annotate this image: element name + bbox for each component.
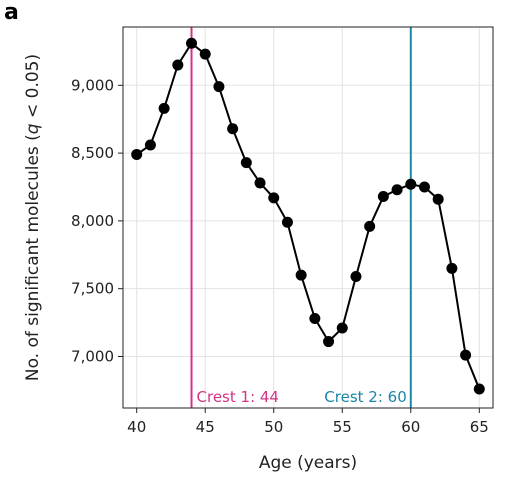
y-label-italic: q	[23, 123, 43, 134]
data-point	[446, 262, 458, 274]
x-tick-label: 50	[264, 418, 283, 436]
data-point	[377, 190, 389, 202]
y-label-tail: < 0.05)	[23, 54, 43, 124]
x-tick-label: 45	[196, 418, 215, 436]
grid	[123, 27, 493, 408]
axes: 40 45 50 55 60 65 7,000 7,500 8,000 8,500 9,000	[71, 76, 489, 436]
x-tick-label: 55	[333, 418, 352, 436]
data-point	[323, 336, 335, 348]
data-point	[460, 349, 472, 361]
data-point	[254, 177, 266, 189]
data-point	[350, 270, 362, 282]
y-tick-label: 9,000	[71, 76, 114, 94]
y-tick-label: 7,500	[71, 280, 114, 298]
y-label-main: No. of significant molecules (	[23, 134, 43, 381]
data-point	[405, 178, 417, 190]
plot-frame	[122, 26, 494, 409]
data-point	[268, 192, 280, 204]
x-tick-label: 40	[127, 418, 146, 436]
series-line	[136, 41, 481, 390]
x-tick-label: 65	[470, 418, 489, 436]
y-tick-label: 8,000	[71, 212, 114, 230]
data-point	[432, 193, 444, 205]
data-point	[391, 184, 403, 196]
y-axis-label: No. of significant molecules (q < 0.05)	[23, 54, 43, 381]
data-point	[199, 48, 211, 60]
data-point	[295, 269, 307, 281]
data-point	[158, 102, 170, 114]
data-point	[213, 81, 225, 93]
data-point	[186, 37, 198, 49]
data-point	[309, 313, 321, 325]
data-point	[281, 216, 293, 228]
data-point	[144, 139, 156, 151]
data-point	[227, 123, 239, 135]
y-tick-label: 8,500	[71, 144, 114, 162]
x-axis-label: Age (years)	[259, 453, 357, 473]
crest-label: Crest 2: 60	[324, 388, 406, 406]
series	[131, 37, 485, 395]
data-point	[240, 157, 252, 169]
data-point	[364, 220, 376, 232]
data-point	[336, 322, 348, 334]
y-tick-label: 7,000	[71, 347, 114, 365]
data-point	[131, 148, 143, 160]
panel-label: a	[4, 0, 19, 25]
crest-label: Crest 1: 44	[197, 388, 279, 406]
x-tick-label: 60	[401, 418, 420, 436]
crest-labels: Crest 1: 44 Crest 2: 60	[197, 388, 407, 406]
data-point	[418, 181, 430, 193]
crest-lines	[190, 27, 412, 408]
data-point	[172, 59, 184, 71]
data-point	[473, 383, 485, 395]
